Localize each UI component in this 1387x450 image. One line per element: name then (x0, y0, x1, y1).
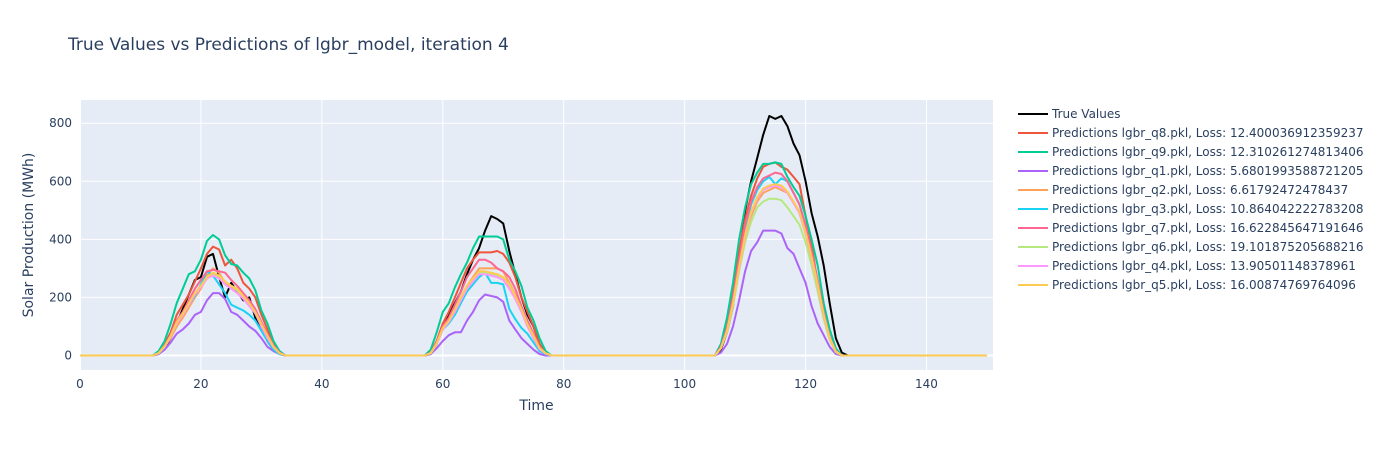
x-tick-label: 140 (915, 377, 938, 391)
x-tick-label: 0 (76, 377, 84, 391)
y-tick-label: 0 (64, 348, 72, 362)
axis-ticks: 0 20 40 60 80 100 120 140 0 200 400 600 800 (49, 116, 938, 391)
legend-item[interactable]: Predictions lgbr_q9.pkl, Loss: 12.310261… (1018, 145, 1364, 159)
legend-item[interactable]: True Values (1018, 107, 1121, 121)
plot-area (80, 100, 993, 370)
legend-item[interactable]: Predictions lgbr_q3.pkl, Loss: 10.864042… (1018, 202, 1364, 216)
legend-label: Predictions lgbr_q2.pkl, Loss: 6.6179247… (1052, 183, 1348, 197)
legend-label: Predictions lgbr_q1.pkl, Loss: 5.6801993… (1052, 164, 1364, 178)
legend-item[interactable]: Predictions lgbr_q5.pkl, Loss: 16.008747… (1018, 278, 1356, 292)
y-tick-label: 200 (49, 290, 72, 304)
legend-item[interactable]: Predictions lgbr_q7.pkl, Loss: 16.622845… (1018, 221, 1364, 235)
legend-label: Predictions lgbr_q7.pkl, Loss: 16.622845… (1052, 221, 1364, 235)
legend-label: True Values (1051, 107, 1121, 121)
legend-label: Predictions lgbr_q8.pkl, Loss: 12.400036… (1052, 126, 1364, 140)
x-tick-label: 80 (556, 377, 571, 391)
y-tick-label: 800 (49, 116, 72, 130)
series-line-2 (80, 161, 987, 357)
legend-item[interactable]: Predictions lgbr_q6.pkl, Loss: 19.101875… (1018, 240, 1364, 254)
x-tick-label: 60 (435, 377, 450, 391)
legend-label: Predictions lgbr_q9.pkl, Loss: 12.310261… (1052, 145, 1364, 159)
series-lines (80, 115, 987, 357)
x-tick-label: 100 (673, 377, 696, 391)
legend-item[interactable]: Predictions lgbr_q1.pkl, Loss: 5.6801993… (1018, 164, 1364, 178)
legend-item[interactable]: Predictions lgbr_q8.pkl, Loss: 12.400036… (1018, 126, 1364, 140)
x-axis-title: Time (518, 398, 553, 414)
y-tick-label: 600 (49, 174, 72, 188)
x-tick-label: 120 (794, 377, 817, 391)
legend[interactable]: True Values Predictions lgbr_q8.pkl, Loss… (1018, 107, 1364, 292)
legend-label: Predictions lgbr_q5.pkl, Loss: 16.008747… (1052, 278, 1356, 292)
legend-label: Predictions lgbr_q4.pkl, Loss: 13.905011… (1052, 259, 1356, 273)
legend-item[interactable]: Predictions lgbr_q2.pkl, Loss: 6.6179247… (1018, 183, 1348, 197)
y-axis-title: Solar Production (MWh) (21, 153, 37, 318)
x-tick-label: 20 (193, 377, 208, 391)
series-line-9 (80, 183, 987, 357)
series-line-3 (80, 229, 987, 357)
x-tick-label: 40 (314, 377, 329, 391)
legend-label: Predictions lgbr_q6.pkl, Loss: 19.101875… (1052, 240, 1364, 254)
legend-item[interactable]: Predictions lgbr_q4.pkl, Loss: 13.905011… (1018, 259, 1356, 273)
chart-title: True Values vs Predictions of lgbr_model… (67, 35, 509, 55)
y-tick-label: 400 (49, 232, 72, 246)
legend-label: Predictions lgbr_q3.pkl, Loss: 10.864042… (1052, 202, 1364, 216)
